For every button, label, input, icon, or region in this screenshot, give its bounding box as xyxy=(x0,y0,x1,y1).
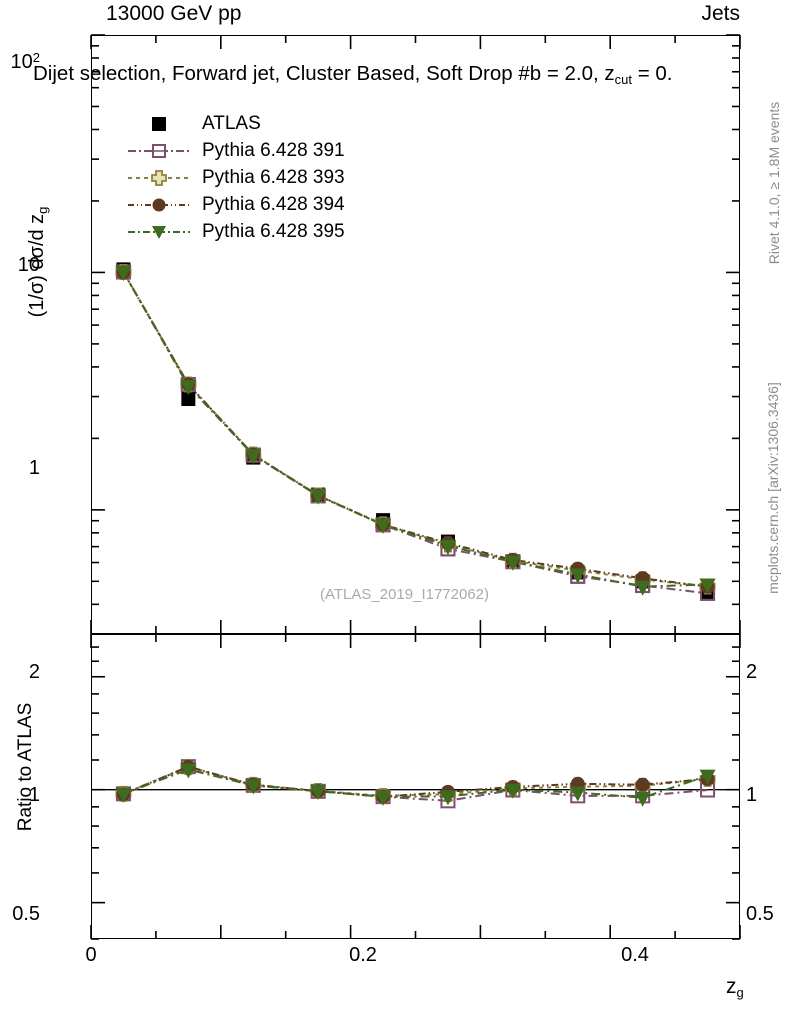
legend-item-395[interactable]: Pythia 6.428 395 xyxy=(128,218,345,245)
ratio-ytick-right-2: 2 xyxy=(746,661,758,683)
legend-key-391 xyxy=(128,140,190,162)
xtick-0: 0 xyxy=(85,944,97,966)
ratio-ytick-right-05: 0.5 xyxy=(746,903,774,925)
legend-label-394: Pythia 6.428 394 xyxy=(202,193,345,215)
header-beam-label: 13000 GeV pp xyxy=(106,2,242,25)
legend-key-393 xyxy=(128,167,190,189)
xtick-02: 0.2 xyxy=(349,944,377,966)
legend-key-atlas xyxy=(128,113,190,135)
ratio-plot-panel xyxy=(91,634,740,939)
plot-title-subscript: cut xyxy=(614,72,633,87)
legend-item-391[interactable]: Pythia 6.428 391 xyxy=(128,137,345,164)
plot-title-tail: = 0. xyxy=(632,62,673,85)
main-ytick-1: 1 xyxy=(28,457,40,479)
legend-item-atlas[interactable]: ATLAS xyxy=(128,110,345,137)
ratio-y-axis-label: Ratio to ATLAS xyxy=(15,702,36,832)
legend: ATLAS Pythia 6.428 391 Pythia 6.428 393 xyxy=(128,110,345,245)
x-axis-label-text: z xyxy=(726,975,737,998)
plot-title: Dijet selection, Forward jet, Cluster Ba… xyxy=(33,62,672,87)
legend-label-atlas: ATLAS xyxy=(202,112,261,134)
ratio-ytick-1: 1 xyxy=(28,784,40,806)
legend-item-393[interactable]: Pythia 6.428 393 xyxy=(128,164,345,191)
main-ytick-100-text: 10 xyxy=(10,51,33,73)
plot-title-main: Dijet selection, Forward jet, Cluster Ba… xyxy=(33,62,615,85)
legend-label-393: Pythia 6.428 393 xyxy=(202,166,345,188)
rivet-credit: Rivet 4.1.0, ≥ 1.8M events xyxy=(766,101,782,265)
ratio-ytick-2: 2 xyxy=(28,661,40,683)
legend-item-394[interactable]: Pythia 6.428 394 xyxy=(128,191,345,218)
xtick-04: 0.4 xyxy=(621,944,649,966)
main-ytick-100-exp: 2 xyxy=(32,50,40,65)
legend-key-394 xyxy=(128,194,190,216)
main-ytick-10: 10 xyxy=(17,254,40,276)
legend-label-395: Pythia 6.428 395 xyxy=(202,220,345,242)
legend-key-395 xyxy=(128,221,190,243)
ratio-ytick-05: 0.5 xyxy=(12,903,40,925)
ratio-ytick-right-1: 1 xyxy=(746,784,758,806)
header-category-label: Jets xyxy=(701,2,740,25)
main-y-axis-label-sub: g xyxy=(35,206,50,214)
legend-label-391: Pythia 6.428 391 xyxy=(202,139,345,161)
main-ytick-100: 102 xyxy=(11,50,40,74)
mcplots-credit: mcplots.cern.ch [arXiv:1306.3436] xyxy=(765,382,781,594)
x-axis-label: zg xyxy=(726,975,744,1000)
x-axis-label-sub: g xyxy=(736,985,744,1000)
analysis-id-watermark: (ATLAS_2019_I1772062) xyxy=(320,586,490,603)
